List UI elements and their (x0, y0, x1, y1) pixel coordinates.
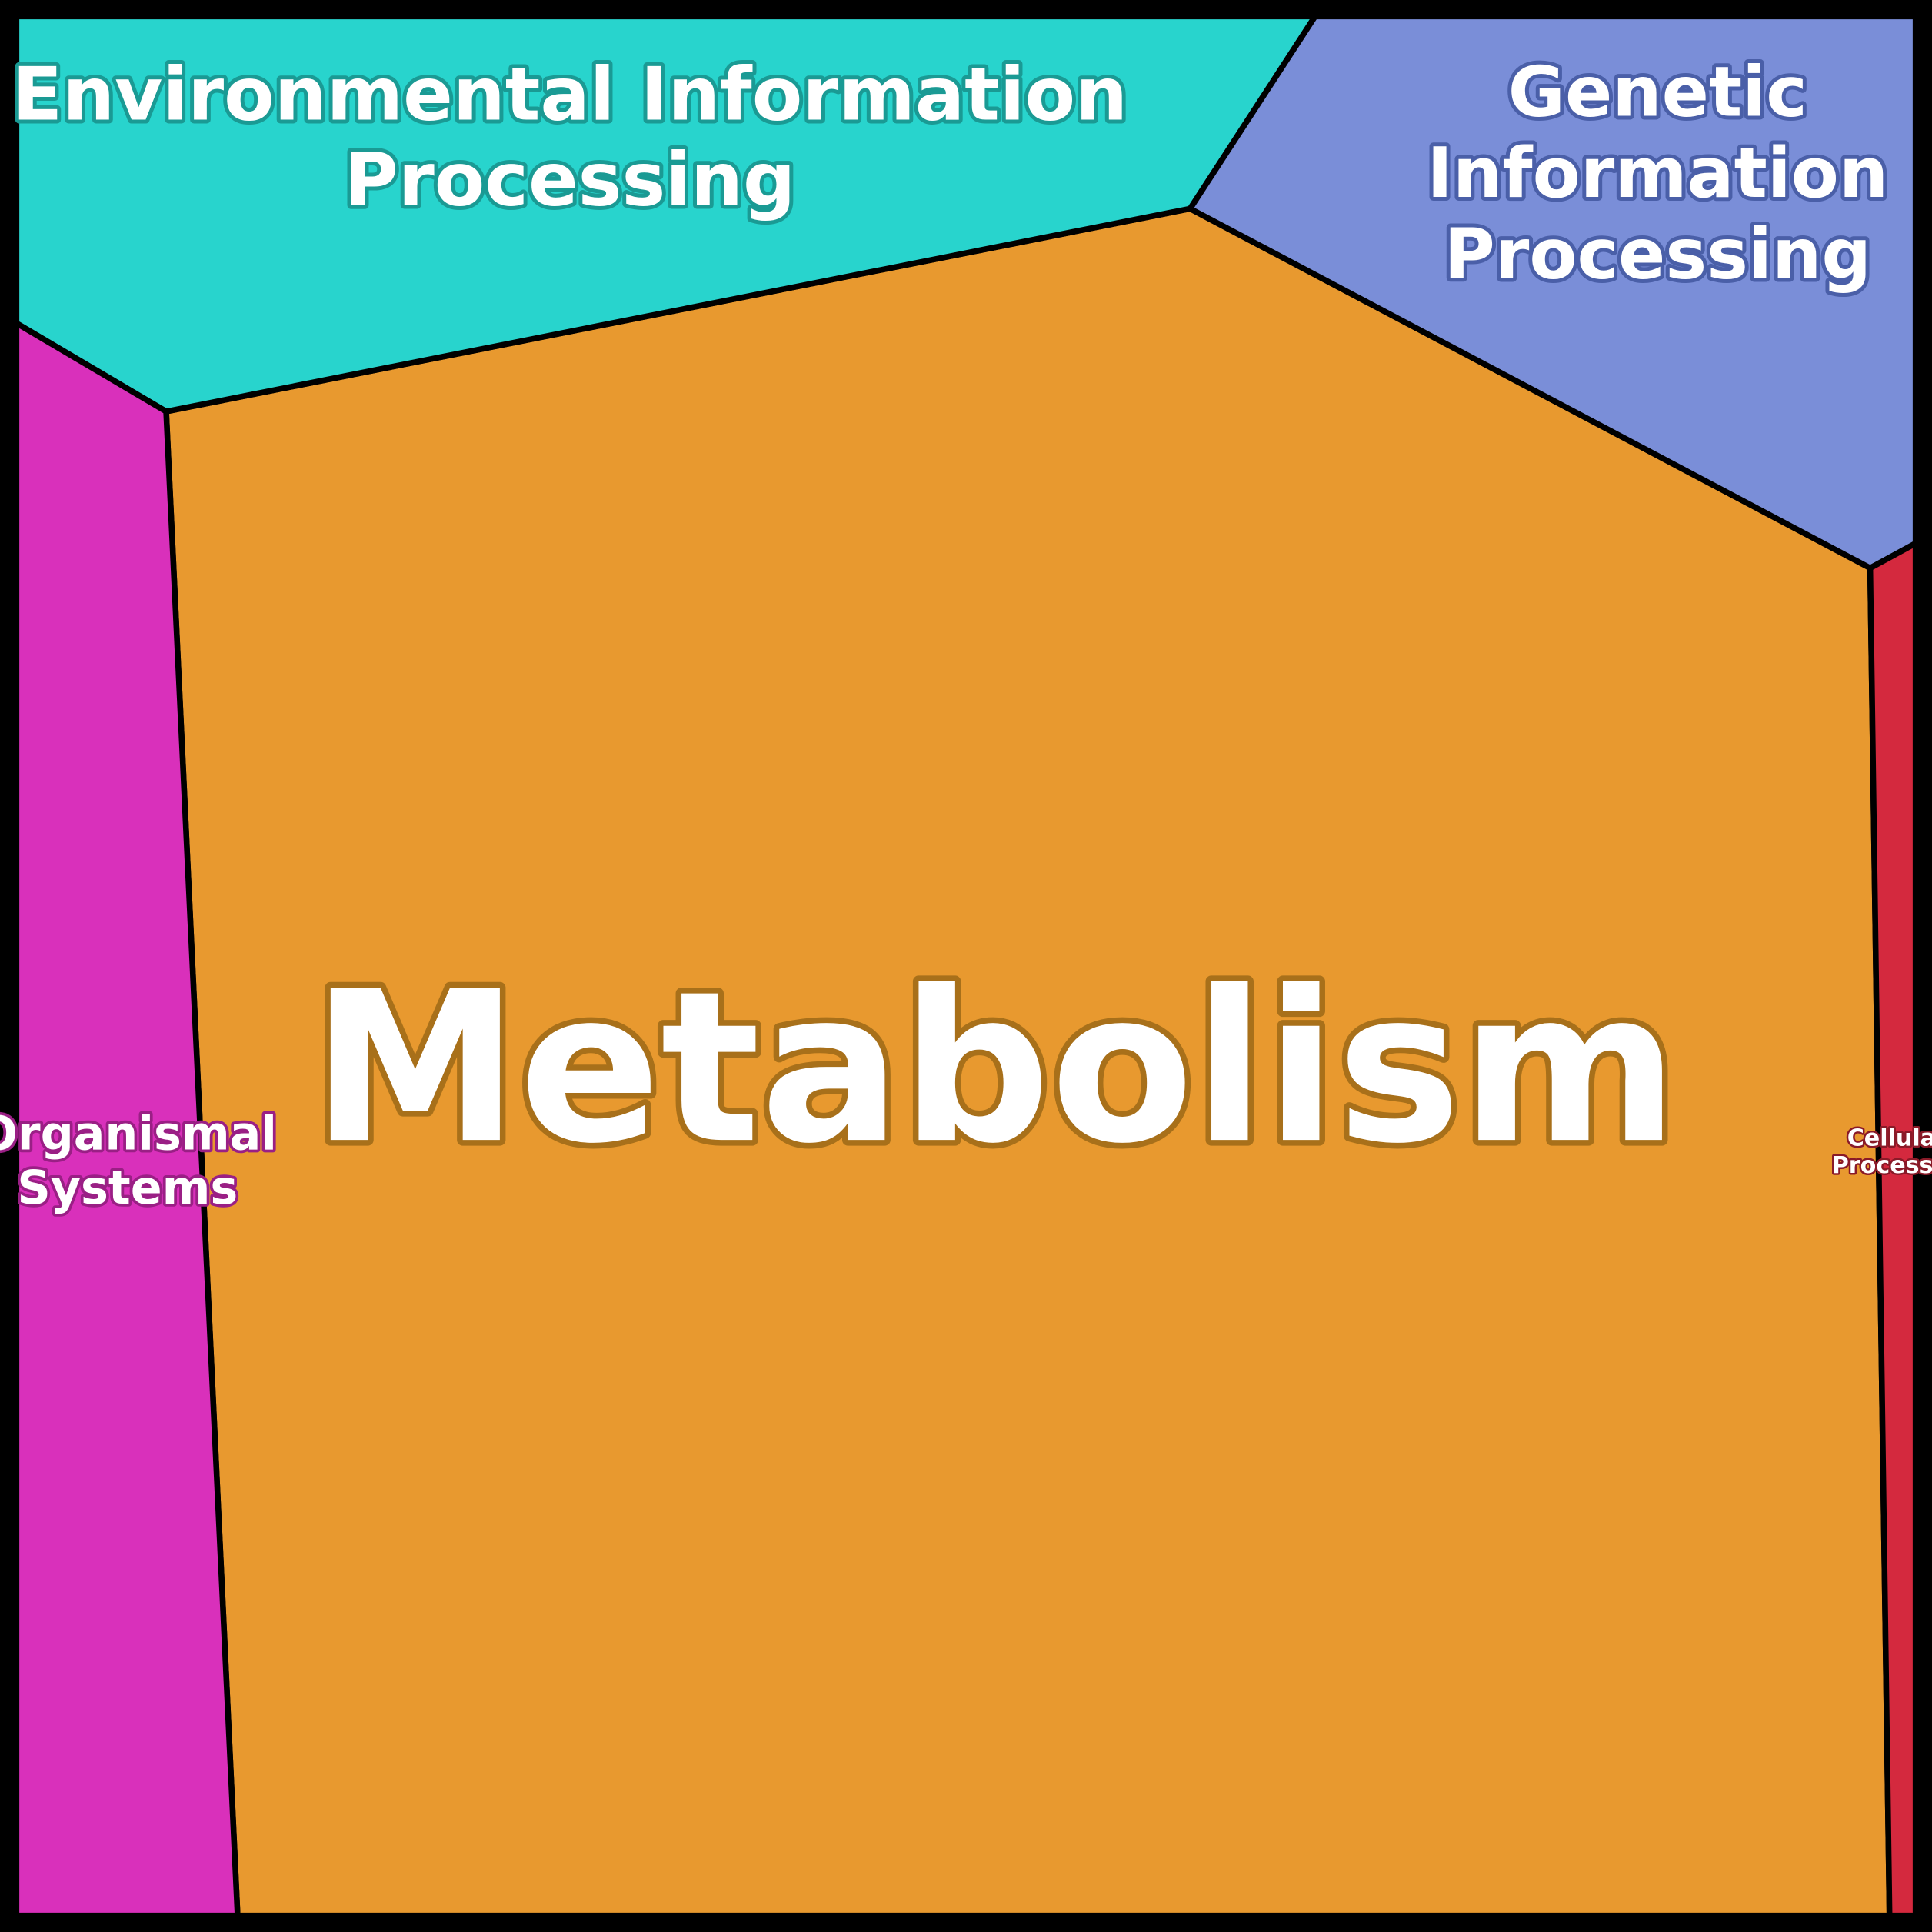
label-organismal-systems: OrganismalSystems (0, 1108, 277, 1215)
label-metabolism: Metabolism (311, 946, 1678, 1189)
label-cellular-processes: CellularProcesses (1832, 1125, 1932, 1179)
voronoi-treemap: MetabolismEnvironmental InformationProce… (0, 0, 1932, 1932)
